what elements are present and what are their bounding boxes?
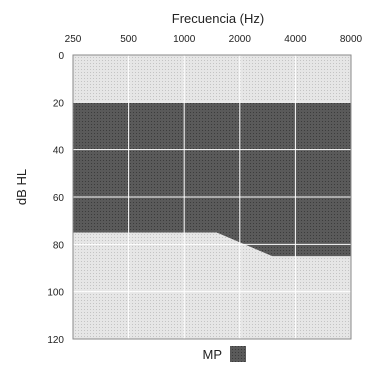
y-tick-labels: 0 20 40 60 80 100 120 — [47, 51, 64, 346]
x-tick-label: 1000 — [173, 34, 196, 45]
series-band-mp — [73, 102, 351, 257]
y-tick-label: 60 — [53, 193, 65, 204]
x-tick-label: 500 — [120, 34, 137, 45]
legend-swatch — [230, 346, 246, 362]
x-tick-labels: 250 500 1000 2000 4000 8000 — [65, 34, 363, 45]
legend-label: MP — [203, 347, 223, 362]
y-tick-label: 80 — [53, 240, 65, 251]
x-tick-label: 8000 — [340, 34, 363, 45]
x-tick-label: 2000 — [229, 34, 252, 45]
y-axis-label: dB HL — [14, 169, 29, 205]
x-tick-label: 250 — [65, 34, 82, 45]
y-tick-label: 100 — [47, 288, 64, 299]
y-tick-label: 20 — [53, 98, 65, 109]
chart-title: Frecuencia (Hz) — [172, 11, 264, 26]
x-tick-label: 4000 — [284, 34, 307, 45]
grid-lines — [73, 55, 351, 339]
plot-border — [72, 54, 352, 340]
y-tick-label: 40 — [53, 146, 65, 157]
y-tick-label: 120 — [47, 335, 64, 346]
y-tick-label: 0 — [58, 51, 64, 62]
